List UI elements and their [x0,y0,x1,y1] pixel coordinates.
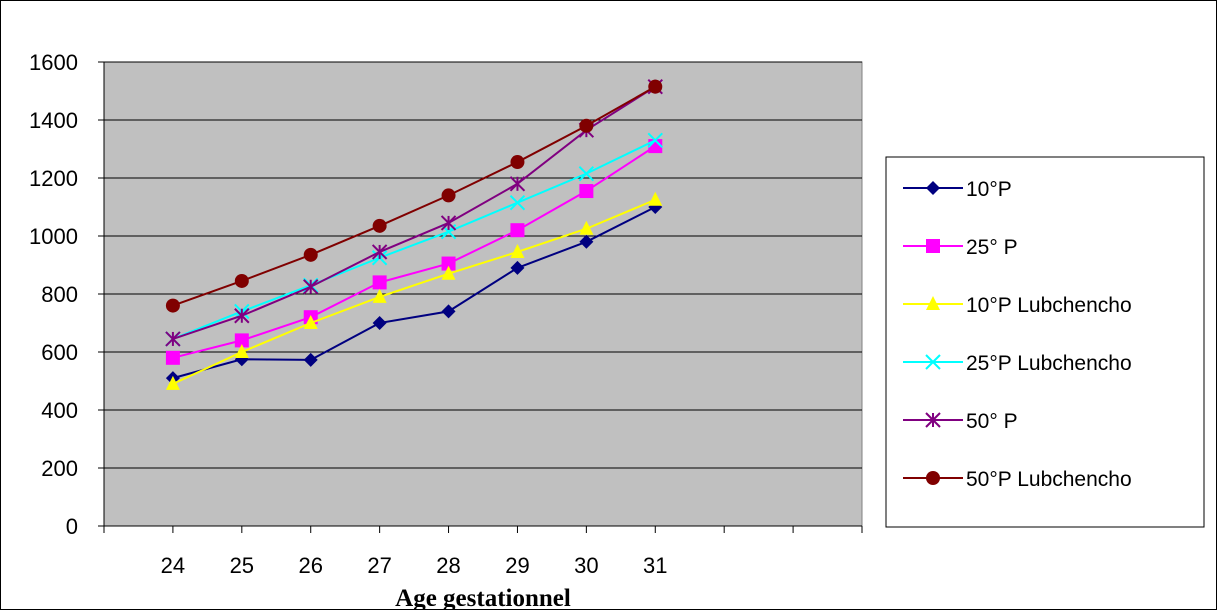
data-point [372,218,387,233]
data-point [509,176,526,192]
data-point [441,256,456,271]
legend-label: 25° P [966,236,1018,259]
data-point [165,331,181,347]
x-tick-label: 26 [298,553,322,578]
legend-marker [926,296,940,310]
data-point [165,350,180,365]
data-point [303,279,319,295]
series-line [172,198,656,385]
data-point [647,132,663,149]
x-axis-title: Age gestationnel [395,585,571,610]
data-point [441,265,456,280]
data-point [441,188,456,203]
legend-label: 50° P [966,410,1018,433]
legend-marker [926,181,940,195]
legend-entry: 25° P [903,236,1018,259]
data-point [510,155,525,170]
data-point [234,344,249,358]
x-tick-label: 29 [505,553,529,578]
series-line [172,85,656,340]
data-point [303,247,318,262]
series-layer [165,78,663,390]
legend-entry: 10°P Lubchencho [903,294,1132,317]
y-axis: 0 200 400 600 800 1000 1200 1400 1600 [29,50,105,539]
data-point [165,375,180,390]
series-5 [165,79,663,313]
series-line [172,85,656,307]
data-point [648,79,663,94]
data-point [648,191,663,206]
x-tick-label: 27 [367,553,391,578]
data-point [371,244,388,260]
series-0 [165,200,663,386]
data-point [303,315,318,329]
y-tick-label: 600 [41,340,78,365]
legend-label: 25°P Lubchencho [966,352,1132,375]
data-point [372,316,387,330]
data-point [234,273,249,288]
legend-entry: 50° P [903,410,1018,433]
series-2 [165,191,663,390]
series-1 [165,139,663,365]
y-tick-label: 1000 [29,224,78,249]
x-tick-label: 31 [643,553,667,578]
legend: 10°P 25° P 10°P Lubchencho 25°P Lubchencho 5… [885,156,1205,528]
legend-label: 10°P [966,178,1012,201]
data-point [303,352,318,367]
x-tick-label: 30 [574,553,598,578]
x-tick-label: 24 [161,553,185,578]
data-point [509,194,526,211]
series-line [172,139,656,340]
data-point [510,223,525,238]
data-point [579,234,594,249]
data-point [579,184,594,199]
legend-marker [926,471,940,485]
y-tick-label: 1200 [29,166,78,191]
legend-box [885,156,1205,528]
plot-area [103,61,863,527]
x-tick-label: 28 [436,553,460,578]
data-point [578,165,595,182]
legend-entry: 10°P [903,178,1012,201]
legend-entry: 50°P Lubchencho [903,468,1132,491]
data-point [372,275,387,290]
data-point [234,308,250,324]
y-tick-label: 200 [41,456,78,481]
y-tick-label: 1600 [29,50,78,75]
x-axis: 24 25 26 27 28 29 30 31 [103,525,863,578]
legend-items: 10°P 25° P 10°P Lubchencho 25°P Lubchencho 5… [903,178,1132,491]
x-tick-label: 25 [230,553,254,578]
legend-marker [925,412,941,428]
data-point [579,220,594,235]
y-tick-label: 800 [41,282,78,307]
y-tick-label: 0 [66,514,78,539]
data-point [165,298,180,313]
legend-marker [926,239,940,253]
data-point [579,118,594,133]
series-line [172,145,656,359]
data-point [234,333,249,348]
data-point [510,260,525,275]
y-tick-label: 400 [41,398,78,423]
legend-marker [925,354,941,370]
legend-entry: 25°P Lubchencho [903,352,1132,375]
data-point [372,288,387,303]
legend-label: 50°P Lubchencho [966,468,1132,491]
series-line [172,206,656,380]
data-point [440,215,457,231]
legend-label: 10°P Lubchencho [966,294,1132,317]
gridlines [104,61,862,469]
y-tick-label: 1400 [29,108,78,133]
data-point [510,243,525,258]
data-point [441,304,456,319]
